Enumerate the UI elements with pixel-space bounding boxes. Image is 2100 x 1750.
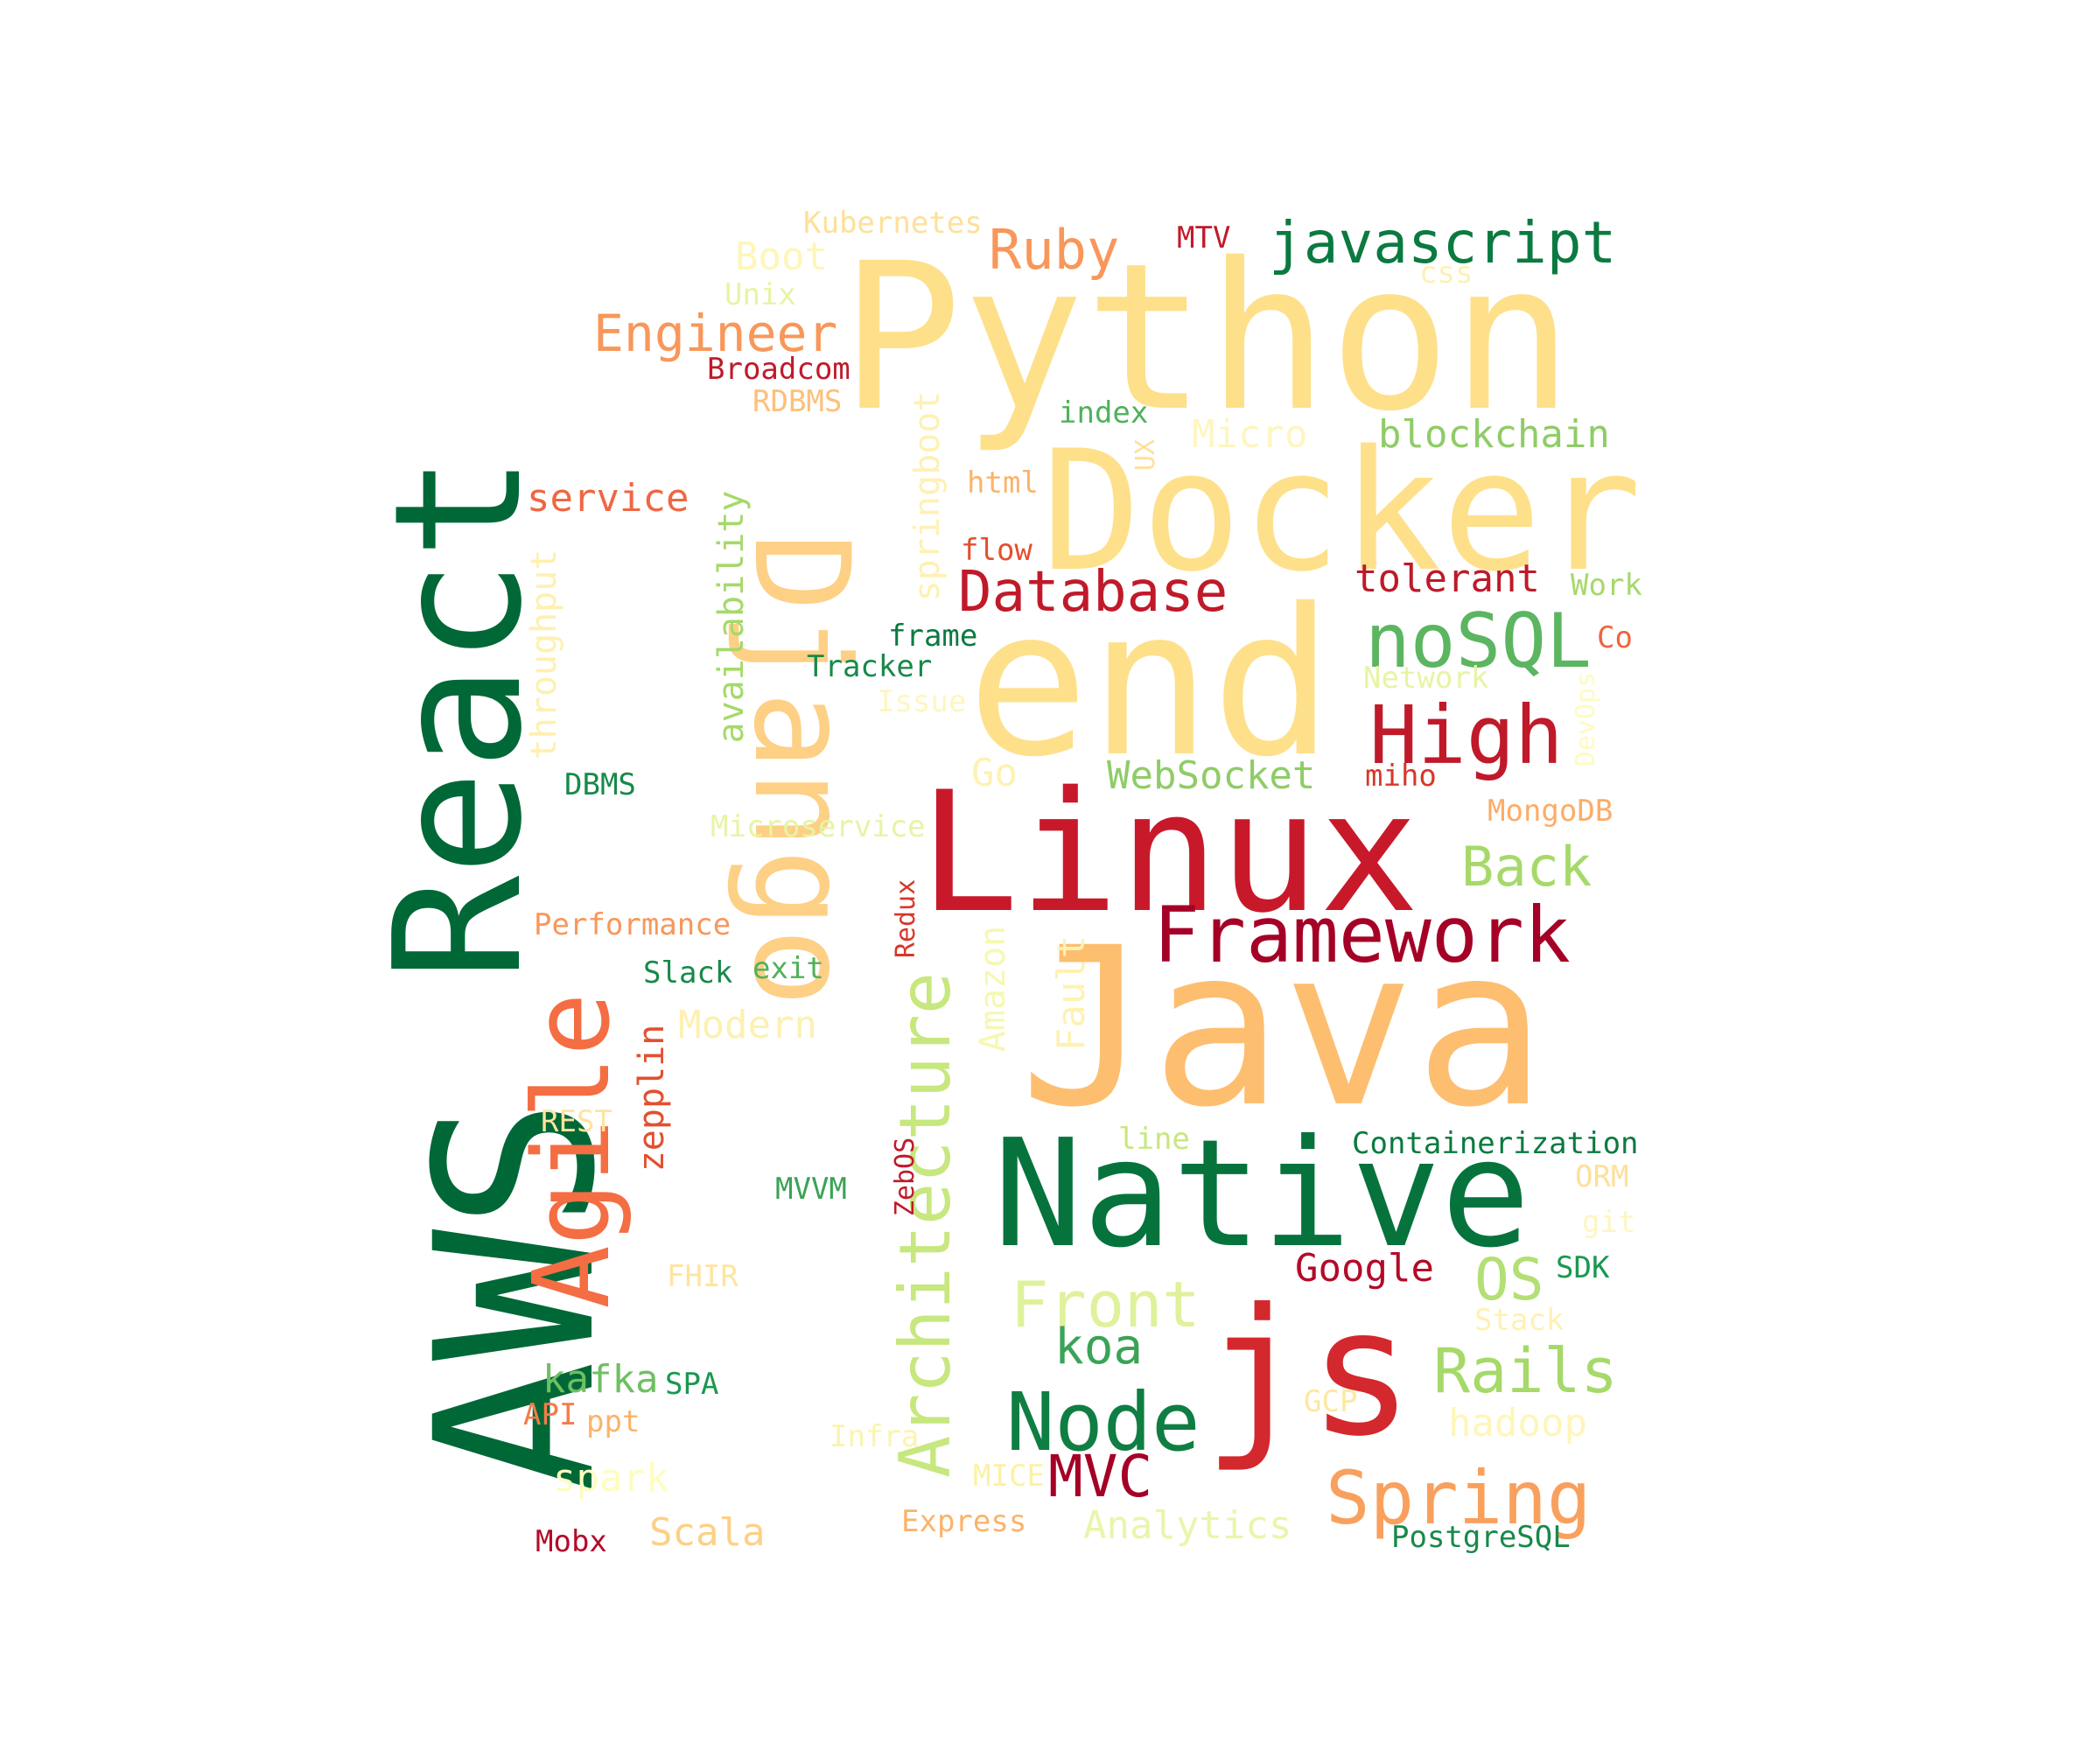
word-nosql: noSQL [1365, 598, 1592, 685]
word-flow: flow [961, 533, 1032, 568]
word-database: Database [958, 560, 1228, 625]
word-fhir: FHIR [667, 1259, 738, 1294]
word-redux: Redux [891, 878, 921, 959]
word-js: js [1203, 1271, 1414, 1475]
word-javascript: javascript [1269, 209, 1617, 276]
word-css: css [1419, 256, 1474, 290]
word-linux: Linux [919, 756, 1419, 949]
word-engineer: Engineer [593, 304, 838, 363]
word-infra: Infra [830, 1419, 920, 1454]
word-mongodb: MongoDB [1488, 794, 1614, 829]
word-amazon: Amazon [973, 925, 1013, 1053]
word-stack: Stack [1474, 1303, 1564, 1338]
word-devops: DevOps [1571, 671, 1601, 767]
word-throughput: throughput [524, 549, 564, 760]
word-api: API [523, 1397, 578, 1432]
word-rdbms: RDBMS [752, 384, 843, 419]
word-miho: miho [1365, 759, 1437, 794]
word-html: html [967, 466, 1039, 500]
word-zebos: ZebOS [890, 1137, 920, 1217]
word-exit: exit [752, 951, 824, 986]
word-agile: Agile [512, 992, 634, 1309]
word-unix: Unix [724, 277, 796, 312]
word-slack: Slack [643, 956, 733, 990]
word-mobx: Mobx [536, 1524, 607, 1559]
word-containerization: Containerization [1352, 1126, 1639, 1161]
word-end: end [967, 565, 1334, 802]
word-native: Native [993, 1108, 1531, 1281]
word-kubernetes: Kubernetes [803, 206, 983, 241]
word-availability: availability [711, 490, 752, 744]
word-tolerant: tolerant [1354, 556, 1540, 601]
word-zepplin: zepplin [632, 1024, 672, 1172]
word-fault: Fault [1049, 934, 1094, 1052]
word-line: line [1118, 1122, 1190, 1157]
word-blockchain: blockchain [1378, 412, 1610, 457]
word-mice: MICE [973, 1459, 1045, 1494]
word-go: Go [971, 751, 1018, 795]
word-springboot: springboot [907, 390, 948, 602]
word-issue: Issue [877, 684, 967, 719]
word-ruby: Ruby [989, 218, 1120, 282]
word-scala: Scala [649, 1510, 766, 1555]
word-mtv: MTV [1177, 220, 1231, 256]
word-network: Network [1363, 661, 1489, 696]
word-spark: spark [553, 1456, 669, 1501]
word-frame: frame [888, 619, 978, 654]
word-mvvm: MVVM [775, 1172, 847, 1207]
word-node: Node [1006, 1376, 1200, 1469]
word-broadcom: Broadcom [707, 352, 850, 387]
word-java: Java [1019, 900, 1547, 1155]
word-framework: Framework [1153, 890, 1571, 980]
word-spring: Spring [1326, 1455, 1592, 1541]
word-spa: SPA [665, 1367, 719, 1402]
word-microservice: Microservice [710, 809, 926, 844]
word-micro: Micro [1192, 412, 1308, 457]
word-gcp: GCP [1304, 1384, 1358, 1419]
word-sdk: SDK [1556, 1250, 1610, 1285]
word-git: git [1582, 1205, 1636, 1240]
word-koa: koa [1054, 1319, 1144, 1376]
word-mvc: MVC [1048, 1443, 1153, 1510]
word-google: Google [1295, 1246, 1434, 1291]
word-service: service [527, 476, 690, 521]
word-ux: UX [1130, 438, 1161, 472]
word-rails: Rails [1433, 1335, 1618, 1407]
word-docker: Docker [1041, 415, 1642, 608]
word-websocket: WebSocket [1107, 753, 1316, 798]
word-postgresql: PostgreSQL [1391, 1520, 1571, 1555]
word-analytics: Analytics [1083, 1503, 1292, 1548]
word-orm: ORM [1575, 1159, 1629, 1194]
word-express: Express [901, 1504, 1027, 1539]
word-back: Back [1461, 835, 1592, 899]
word-dbms: DBMS [564, 767, 636, 802]
word-modern: Modern [678, 1003, 817, 1047]
word-high: High [1369, 689, 1564, 782]
word-index: index [1059, 396, 1149, 430]
word-performance: Performance [534, 907, 732, 942]
word-ppt: ppt [586, 1404, 640, 1439]
word-front: Front [1011, 1268, 1200, 1341]
word-work: Work [1571, 568, 1642, 603]
word-os: OS [1474, 1246, 1544, 1313]
word-django: Django [724, 533, 877, 1007]
word-kafka: kafka [542, 1357, 659, 1402]
word-rest: REST [541, 1104, 612, 1139]
word-hadoop: hadoop [1448, 1401, 1587, 1446]
word-tracker: Tracker [807, 649, 933, 684]
word-python: Python [840, 220, 1574, 456]
word-co: Co [1597, 620, 1633, 655]
word-boot: Boot [735, 234, 828, 279]
